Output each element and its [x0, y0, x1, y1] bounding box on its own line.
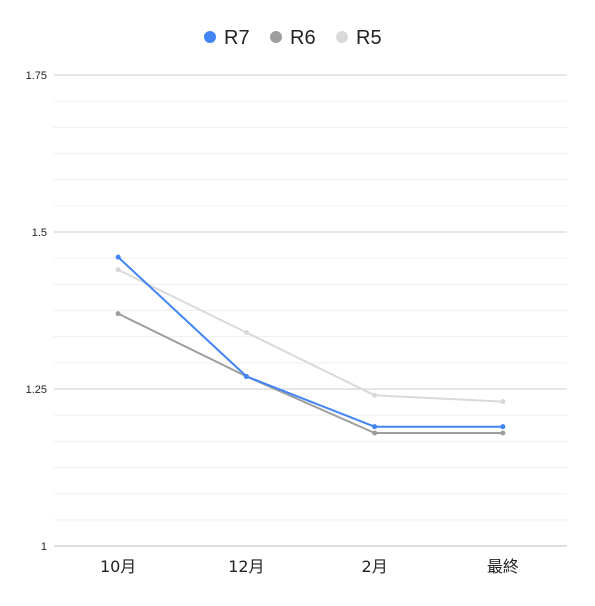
series-r7	[115, 254, 506, 430]
x-tick-label: 12月	[228, 557, 264, 576]
y-tick-label: 1	[41, 541, 47, 553]
y-tick-label: 1.25	[26, 384, 47, 396]
data-point	[372, 424, 378, 430]
legend-marker-icon	[336, 31, 348, 43]
legend-item-r7: R7	[204, 27, 250, 49]
legend-item-r5: R5	[336, 27, 382, 49]
y-tick-label: 1.5	[32, 227, 47, 239]
data-point	[115, 254, 121, 260]
x-tick-label: 2月	[362, 557, 388, 576]
y-axis: 1 1.25 1.5 1.75	[26, 70, 47, 553]
x-axis: 10月 12月 2月 最終	[100, 557, 519, 576]
data-point	[500, 399, 506, 405]
legend-item-r6: R6	[270, 27, 316, 49]
data-point	[500, 430, 506, 436]
data-point	[243, 373, 249, 379]
x-tick-label: 最終	[487, 557, 519, 576]
legend-marker-icon	[270, 31, 282, 43]
data-point	[243, 329, 249, 335]
data-point	[115, 311, 121, 317]
data-point	[372, 392, 378, 398]
series-line	[117, 312, 503, 434]
series-r5	[115, 267, 506, 405]
series-line	[117, 268, 503, 403]
data-point	[372, 430, 378, 436]
legend-label: R6	[290, 27, 316, 49]
legend-label: R5	[356, 27, 382, 49]
y-tick-label: 1.75	[26, 70, 47, 82]
legend: R7 R6 R5	[204, 27, 382, 49]
data-point	[115, 267, 121, 273]
plot-area	[115, 254, 506, 436]
gridlines	[54, 74, 567, 547]
legend-label: R7	[224, 27, 250, 49]
series-r6	[115, 311, 506, 436]
data-point	[500, 424, 506, 430]
legend-marker-icon	[204, 31, 216, 43]
series-line	[117, 256, 503, 428]
x-tick-label: 10月	[100, 557, 136, 576]
